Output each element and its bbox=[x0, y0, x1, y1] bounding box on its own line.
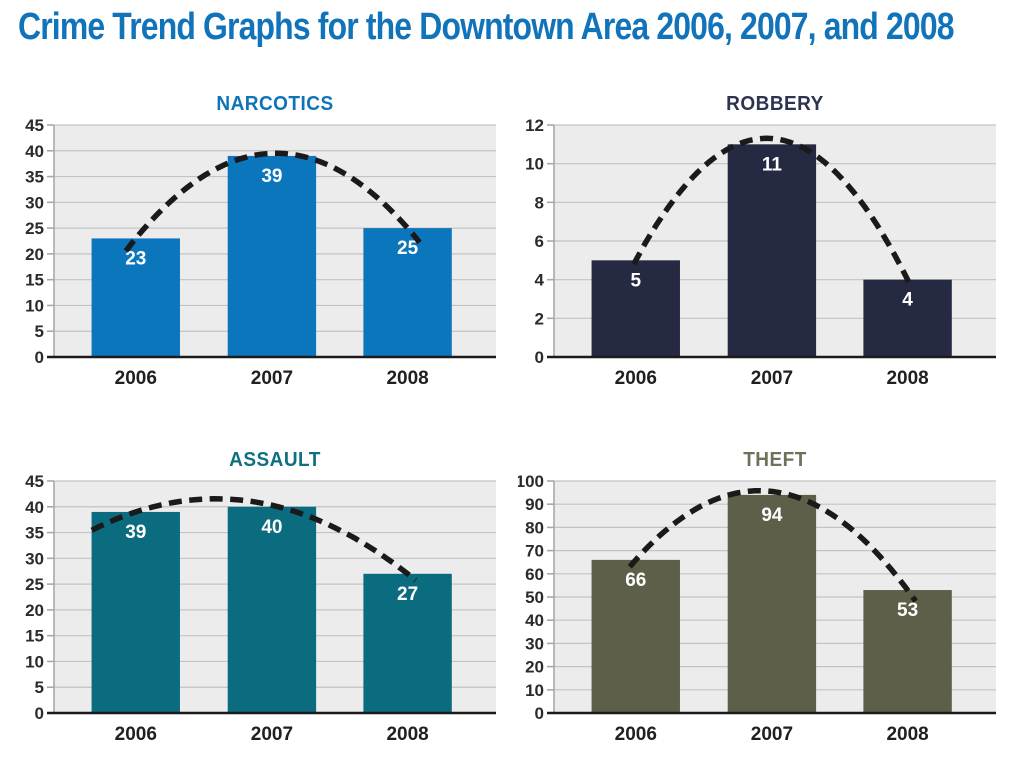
y-tick-label: 10 bbox=[25, 652, 44, 671]
chart-title-theft: THEFT bbox=[743, 449, 807, 471]
chart-title-narcotics: NARCOTICS bbox=[216, 93, 334, 115]
y-tick-label: 12 bbox=[525, 117, 544, 135]
x-tick-label: 2008 bbox=[886, 724, 928, 745]
x-tick-label: 2006 bbox=[115, 368, 157, 389]
bar-2006 bbox=[591, 260, 680, 357]
bar-2007 bbox=[227, 155, 317, 357]
y-tick-label: 10 bbox=[525, 681, 544, 700]
bar-value-label: 39 bbox=[261, 166, 282, 187]
bar-2006 bbox=[91, 511, 180, 713]
x-tick-label: 2008 bbox=[886, 368, 928, 389]
bar-2008 bbox=[863, 590, 952, 713]
chart-canvas-narcotics: 0 5 10 15 20 25 30 35 40 45 23 2006 39 2007 25 2008 bbox=[25, 117, 496, 389]
bar-2006 bbox=[91, 238, 180, 357]
bar-value-label: 53 bbox=[897, 600, 918, 621]
bar-2007 bbox=[727, 494, 817, 713]
x-tick-label: 2008 bbox=[386, 368, 428, 389]
y-tick-label: 5 bbox=[35, 678, 44, 697]
bar-2007 bbox=[727, 144, 817, 357]
y-tick-label: 30 bbox=[25, 193, 44, 212]
trend-curve bbox=[627, 487, 918, 603]
chart-canvas-theft: 0 10 20 30 40 50 60 70 80 90 100 66 2006 94 2007 53 2008 bbox=[518, 473, 996, 745]
chart-narcotics: NARCOTICS 0 5 10 15 20 25 30 35 40 45 23 2006 39 2007… bbox=[18, 91, 504, 389]
y-tick-label: 40 bbox=[25, 498, 44, 517]
x-tick-label: 2006 bbox=[115, 724, 157, 745]
x-tick-label: 2007 bbox=[751, 368, 793, 389]
x-tick-label: 2008 bbox=[386, 724, 428, 745]
bar-value-label: 66 bbox=[625, 570, 646, 591]
bar-value-label: 11 bbox=[762, 154, 783, 175]
bar-value-label: 25 bbox=[397, 238, 419, 259]
y-tick-label: 20 bbox=[25, 601, 44, 620]
y-tick-label: 0 bbox=[35, 348, 44, 367]
x-tick-label: 2006 bbox=[615, 368, 657, 389]
chart-title-assault: ASSAULT bbox=[229, 449, 321, 471]
bar-2006 bbox=[591, 559, 680, 713]
y-tick-label: 5 bbox=[35, 322, 44, 341]
page-title: Crime Trend Graphs for the Downtown Area… bbox=[18, 6, 954, 48]
y-tick-label: 40 bbox=[525, 611, 544, 630]
bar-value-label: 39 bbox=[125, 522, 146, 543]
y-tick-label: 40 bbox=[25, 142, 44, 161]
chart-canvas-assault: 0 5 10 15 20 25 30 35 40 45 39 2006 40 2007 27 2008 bbox=[25, 473, 496, 745]
y-tick-label: 15 bbox=[25, 627, 44, 646]
y-tick-label: 30 bbox=[25, 549, 44, 568]
y-tick-label: 6 bbox=[535, 232, 544, 251]
y-tick-label: 25 bbox=[25, 219, 44, 238]
trend-curve bbox=[123, 150, 422, 253]
y-tick-label: 100 bbox=[518, 473, 544, 491]
y-tick-label: 0 bbox=[35, 704, 44, 723]
y-tick-label: 15 bbox=[25, 271, 44, 290]
trend-curve bbox=[631, 135, 915, 290]
trend-curve bbox=[90, 496, 418, 583]
y-tick-label: 70 bbox=[525, 542, 544, 561]
y-tick-label: 45 bbox=[25, 117, 44, 135]
bar-value-label: 27 bbox=[397, 584, 418, 605]
y-tick-label: 60 bbox=[525, 565, 544, 584]
bar-value-label: 5 bbox=[630, 270, 641, 291]
y-tick-label: 4 bbox=[535, 271, 545, 290]
y-tick-label: 50 bbox=[525, 588, 544, 607]
x-tick-label: 2007 bbox=[251, 368, 293, 389]
y-tick-label: 35 bbox=[25, 524, 44, 543]
y-tick-label: 30 bbox=[525, 634, 544, 653]
chart-theft: THEFT 0 10 20 30 40 50 60 70 80 90 100 66 2006 94 2007… bbox=[518, 447, 1004, 745]
x-tick-label: 2006 bbox=[615, 724, 657, 745]
chart-title-robbery: ROBBERY bbox=[726, 93, 824, 115]
y-tick-label: 8 bbox=[535, 193, 544, 212]
y-tick-label: 25 bbox=[25, 575, 44, 594]
y-tick-label: 0 bbox=[535, 704, 544, 723]
bar-2008 bbox=[363, 573, 452, 713]
y-tick-label: 90 bbox=[525, 495, 544, 514]
y-tick-label: 0 bbox=[535, 348, 544, 367]
y-tick-label: 35 bbox=[25, 168, 44, 187]
bar-value-label: 94 bbox=[761, 505, 783, 526]
bar-value-label: 23 bbox=[125, 248, 146, 269]
bar-value-label: 4 bbox=[902, 290, 913, 311]
y-tick-label: 20 bbox=[525, 658, 544, 677]
chart-robbery: ROBBERY 0 2 4 6 8 10 12 5 2006 11 2007 4 2008 bbox=[518, 91, 1004, 389]
y-tick-label: 80 bbox=[525, 518, 544, 537]
y-tick-label: 20 bbox=[25, 245, 44, 264]
x-tick-label: 2007 bbox=[751, 724, 793, 745]
y-tick-label: 10 bbox=[525, 155, 544, 174]
bar-2008 bbox=[363, 228, 452, 357]
bar-2007 bbox=[227, 506, 317, 713]
bar-2008 bbox=[863, 279, 952, 357]
bar-value-label: 40 bbox=[261, 517, 282, 538]
y-tick-label: 45 bbox=[25, 473, 44, 491]
y-tick-label: 10 bbox=[25, 296, 44, 315]
charts-grid: NARCOTICS 0 5 10 15 20 25 30 35 40 45 23 2006 39 2007… bbox=[0, 91, 1018, 745]
chart-canvas-robbery: 0 2 4 6 8 10 12 5 2006 11 2007 4 2008 bbox=[525, 117, 996, 389]
chart-assault: ASSAULT 0 5 10 15 20 25 30 35 40 45 39 2006 40 2007 27… bbox=[18, 447, 504, 745]
y-tick-label: 2 bbox=[535, 309, 544, 328]
x-tick-label: 2007 bbox=[251, 724, 293, 745]
